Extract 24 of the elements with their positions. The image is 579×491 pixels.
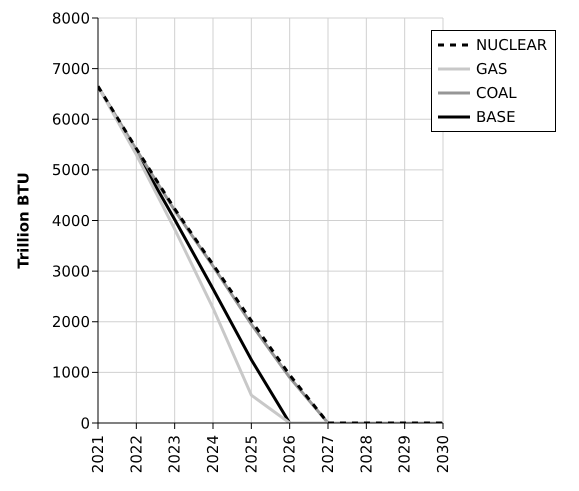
x-tick-label: 2023 [166,435,184,474]
legend-label: COAL [476,84,517,102]
x-tick-label: 2022 [127,435,146,474]
y-tick-label: 3000 [52,262,90,280]
y-tick-label: 6000 [52,110,90,129]
legend-label: GAS [476,60,508,78]
x-tick-label: 2027 [319,435,337,474]
legend-label: BASE [476,108,516,126]
x-tick-label: 2024 [204,435,222,474]
x-tick-label: 2029 [396,435,414,474]
y-tick-label: 7000 [52,60,90,78]
x-tick-label: 2026 [280,435,299,474]
y-tick-label: 0 [80,414,90,432]
x-tick-label: 2021 [89,435,107,474]
y-tick-label: 5000 [52,161,90,180]
y-tick-label: 8000 [52,9,90,28]
y-tick-label: 4000 [52,212,90,230]
x-tick-label: 2030 [434,435,452,474]
y-axis-title: Trillion BTU [14,172,32,269]
legend-label: NUCLEAR [476,36,548,54]
x-tick-label: 2025 [242,435,260,474]
y-tick-label: 2000 [52,313,90,332]
y-tick-label: 1000 [52,364,90,382]
x-tick-label: 2028 [357,435,376,474]
